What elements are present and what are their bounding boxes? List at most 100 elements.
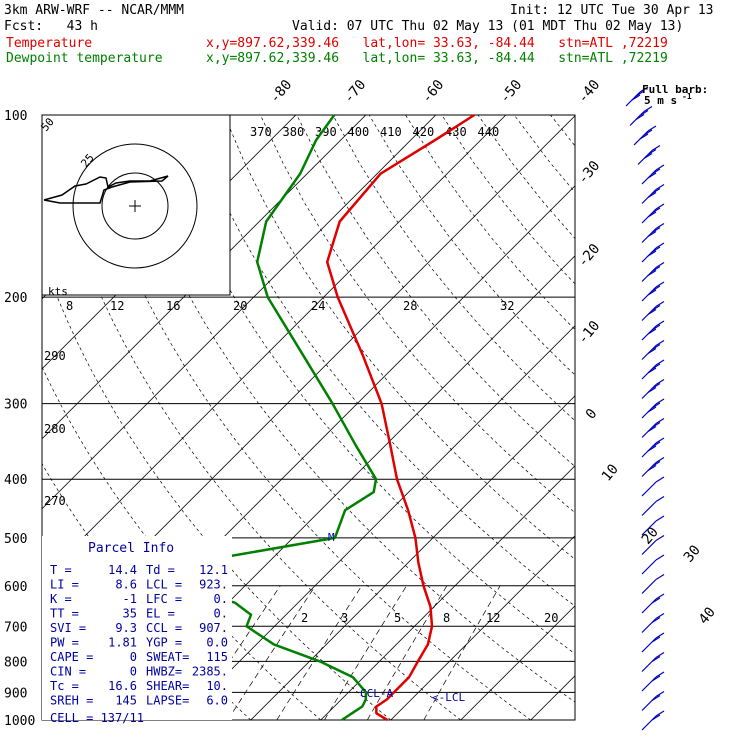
speed-axis-label: 20	[233, 299, 247, 313]
temp-tick-right: -30	[575, 158, 604, 188]
wind-barb	[637, 144, 661, 165]
temp-tick-top: -50	[497, 77, 526, 107]
parcel-label-left: PW =	[50, 636, 79, 650]
isotherm-line	[42, 115, 367, 440]
parcel-value-left: 145	[115, 694, 137, 708]
wind-barb	[641, 164, 665, 185]
wind-barb-feather	[651, 694, 661, 702]
parcel-info-box: Parcel Info T = 14.4 Td = 12.1 LI = 8.6 LCL = 9…	[42, 536, 232, 725]
pressure-tick-label: 500	[4, 532, 27, 547]
wind-barb	[641, 222, 665, 243]
temp-tick-top: -60	[419, 77, 448, 107]
wind-barb-feather	[655, 281, 665, 288]
forecast-hour: Fcst: 43 h	[4, 19, 98, 34]
wind-barb-feather	[635, 113, 645, 121]
theta-left-label: 280	[44, 422, 66, 436]
wind-barb	[641, 242, 665, 263]
wind-barb-shaft	[641, 520, 657, 536]
parcel-value-left: 1.81	[108, 636, 137, 650]
temp-tick-right: -20	[575, 241, 604, 271]
level-m-marker: M	[328, 531, 335, 544]
wind-barb-shaft	[641, 579, 657, 594]
wind-barb-feather	[655, 456, 665, 464]
wind-barb-feather	[651, 421, 661, 429]
wind-barb	[641, 573, 665, 594]
hodograph-trace	[43, 175, 169, 204]
dry-adiabat-line	[223, 115, 575, 560]
wind-barb-feather	[647, 347, 657, 355]
parcel-value-right: 2385.	[192, 665, 228, 679]
speed-axis-label: 16	[166, 299, 180, 313]
parcel-value-left: 16.6	[108, 679, 137, 693]
wind-barb-feather	[647, 191, 657, 199]
dry-adiabat-line	[513, 115, 575, 193]
parcel-label-right: SWEAT=	[146, 650, 189, 664]
parcel-info-bg	[42, 536, 232, 720]
barb-legend-unit-exp: -1	[682, 92, 692, 101]
isotherm-line	[180, 325, 575, 720]
parcel-value-left: -1	[123, 592, 137, 606]
wind-barb-feather	[647, 289, 657, 296]
wind-barb-feather	[655, 164, 665, 171]
speed-axis-label: 8	[66, 299, 73, 313]
wind-barb	[641, 534, 665, 555]
hodograph-ring-inner	[101, 172, 169, 240]
wind-barb-feather	[651, 207, 661, 214]
wind-barb	[641, 203, 665, 224]
wind-barb	[641, 183, 665, 204]
wind-barb	[641, 378, 665, 399]
wind-barb-feather	[647, 308, 657, 316]
wind-barb-feather	[655, 222, 665, 230]
wind-barb-feather	[631, 94, 641, 101]
parcel-value-left: 35	[123, 607, 137, 621]
wind-barb-feather	[651, 402, 661, 409]
parcel-label-left: TT =	[50, 607, 79, 621]
wind-barb-feather	[651, 144, 661, 152]
wind-barb	[641, 710, 665, 731]
wind-barb-feather	[651, 226, 661, 234]
parcel-value-right: 115	[206, 650, 228, 664]
mixing-ratio-label: 5	[394, 611, 401, 625]
wind-barb-feather	[651, 441, 661, 448]
wind-barb-feather	[655, 612, 665, 620]
parcel-value-left: 0	[130, 650, 137, 664]
pressure-tick-label: 900	[4, 686, 27, 701]
pressure-tick-label: 1000	[4, 714, 35, 729]
plot-frame	[41, 114, 576, 721]
wind-barb-feather	[643, 152, 653, 160]
pressure-tick-label: 400	[4, 473, 27, 488]
dry-adiabat-line	[78, 115, 532, 720]
wind-barb-feather	[651, 187, 661, 195]
wind-barb-feather	[655, 320, 665, 327]
parcel-value-right: 0.0	[206, 636, 228, 650]
wind-barb-feather	[647, 230, 657, 238]
wind-barb-feather	[655, 534, 665, 542]
wind-barb-feather	[655, 593, 665, 600]
wind-barb-shaft	[641, 618, 657, 633]
wind-barb-feather	[655, 573, 665, 581]
wind-barb-feather	[635, 90, 645, 97]
parcel-value-right: 0.	[214, 592, 228, 606]
temp-tick-right: 30	[681, 542, 704, 565]
wind-barb-feather	[651, 285, 661, 292]
wind-barb	[641, 359, 665, 380]
theta-label: 380	[283, 125, 305, 139]
mixing-ratio-line	[227, 585, 316, 720]
theta-label: 430	[445, 125, 467, 139]
wind-barb-feather	[651, 382, 661, 390]
theta-label: 420	[413, 125, 435, 139]
hodograph-units: kts	[48, 285, 68, 298]
speed-axis-label: 12	[110, 299, 124, 313]
theta-label: 370	[250, 125, 272, 139]
isotherm-line	[320, 465, 575, 720]
mixing-ratio-label: 20	[544, 611, 558, 625]
wind-barb-shaft	[641, 481, 657, 497]
speed-axis-label: 28	[403, 299, 417, 313]
wind-barb-feather	[643, 129, 653, 136]
dewpoint-legend-label: Dewpoint temperature	[6, 51, 163, 66]
isotherm-line	[530, 675, 575, 720]
parcel-value-right: 6.0	[206, 694, 228, 708]
wind-barb-feather	[655, 242, 665, 249]
wind-barb	[625, 86, 649, 107]
temp-tick-right: 40	[696, 604, 719, 627]
